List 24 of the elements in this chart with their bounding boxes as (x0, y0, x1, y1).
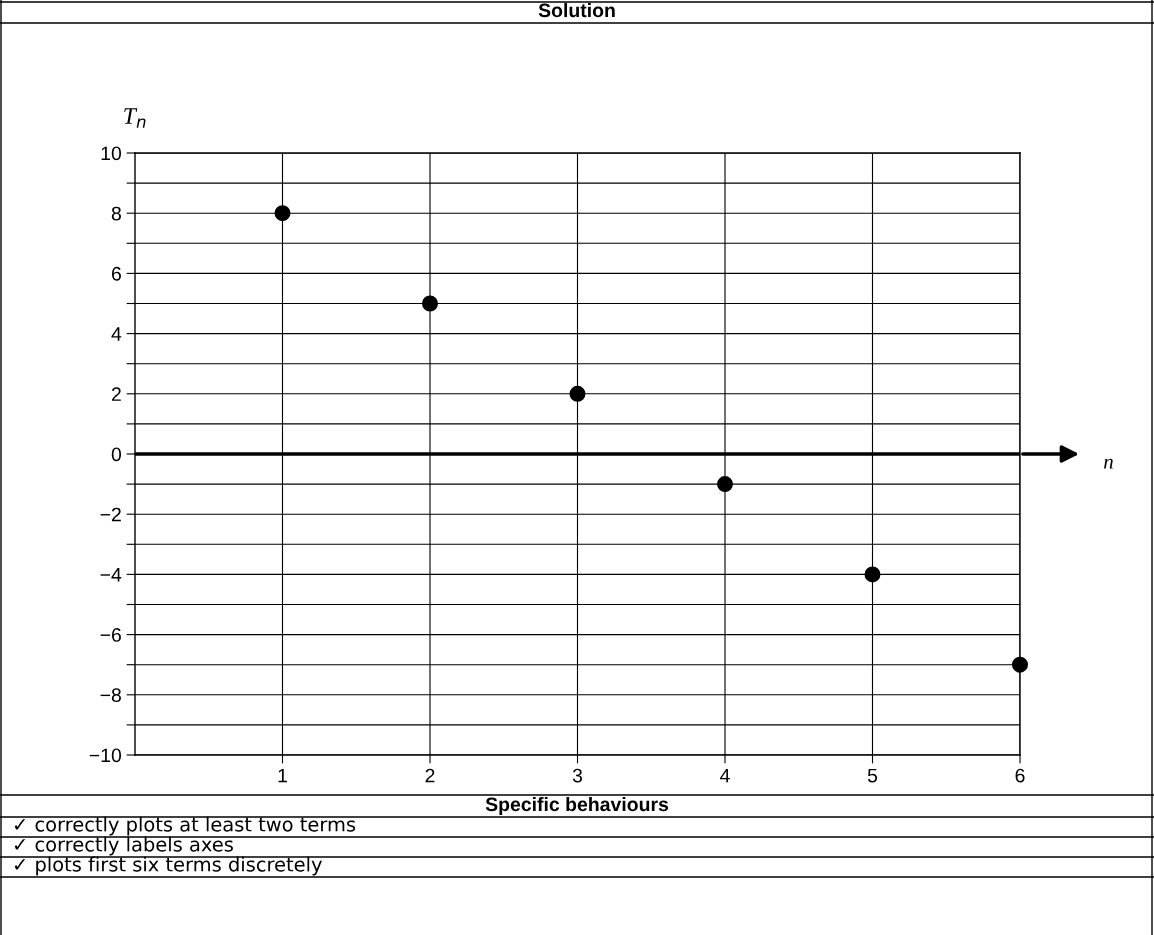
y-tick-label: 0 (111, 447, 122, 462)
y-tick-label: −6 (100, 628, 121, 642)
text: Specific behaviours (485, 796, 669, 816)
y-tick-label: 4 (111, 327, 122, 341)
text: ✓ correctly labels axes (14, 836, 233, 856)
y-tick-label: −8 (100, 688, 121, 703)
x-tick-label: 1 (278, 768, 287, 783)
chart-title: Solution (538, 2, 615, 18)
x-tick-label: 2 (425, 768, 435, 783)
x-tick-label: 4 (720, 768, 730, 783)
y-tick-label: 8 (111, 206, 121, 221)
y-tick-label: −4 (100, 568, 122, 582)
y-tick-label: −2 (100, 507, 121, 522)
x-tick-label: 5 (867, 768, 878, 783)
y-tick-label: 10 (101, 146, 122, 161)
y-axis-title: T$_{n}$ (124, 108, 146, 128)
y-tick-label: 2 (111, 387, 121, 401)
x-tick-label: 6 (1015, 768, 1025, 783)
x-tick-label: 3 (572, 768, 583, 783)
text: ✓ plots first six terms discretely (14, 856, 322, 876)
y-tick-label: −10 (89, 748, 122, 763)
y-tick-label: 6 (111, 266, 121, 281)
x-axis-title: n (1104, 458, 1113, 469)
text: ✓ correctly plots at least two terms (14, 816, 356, 836)
